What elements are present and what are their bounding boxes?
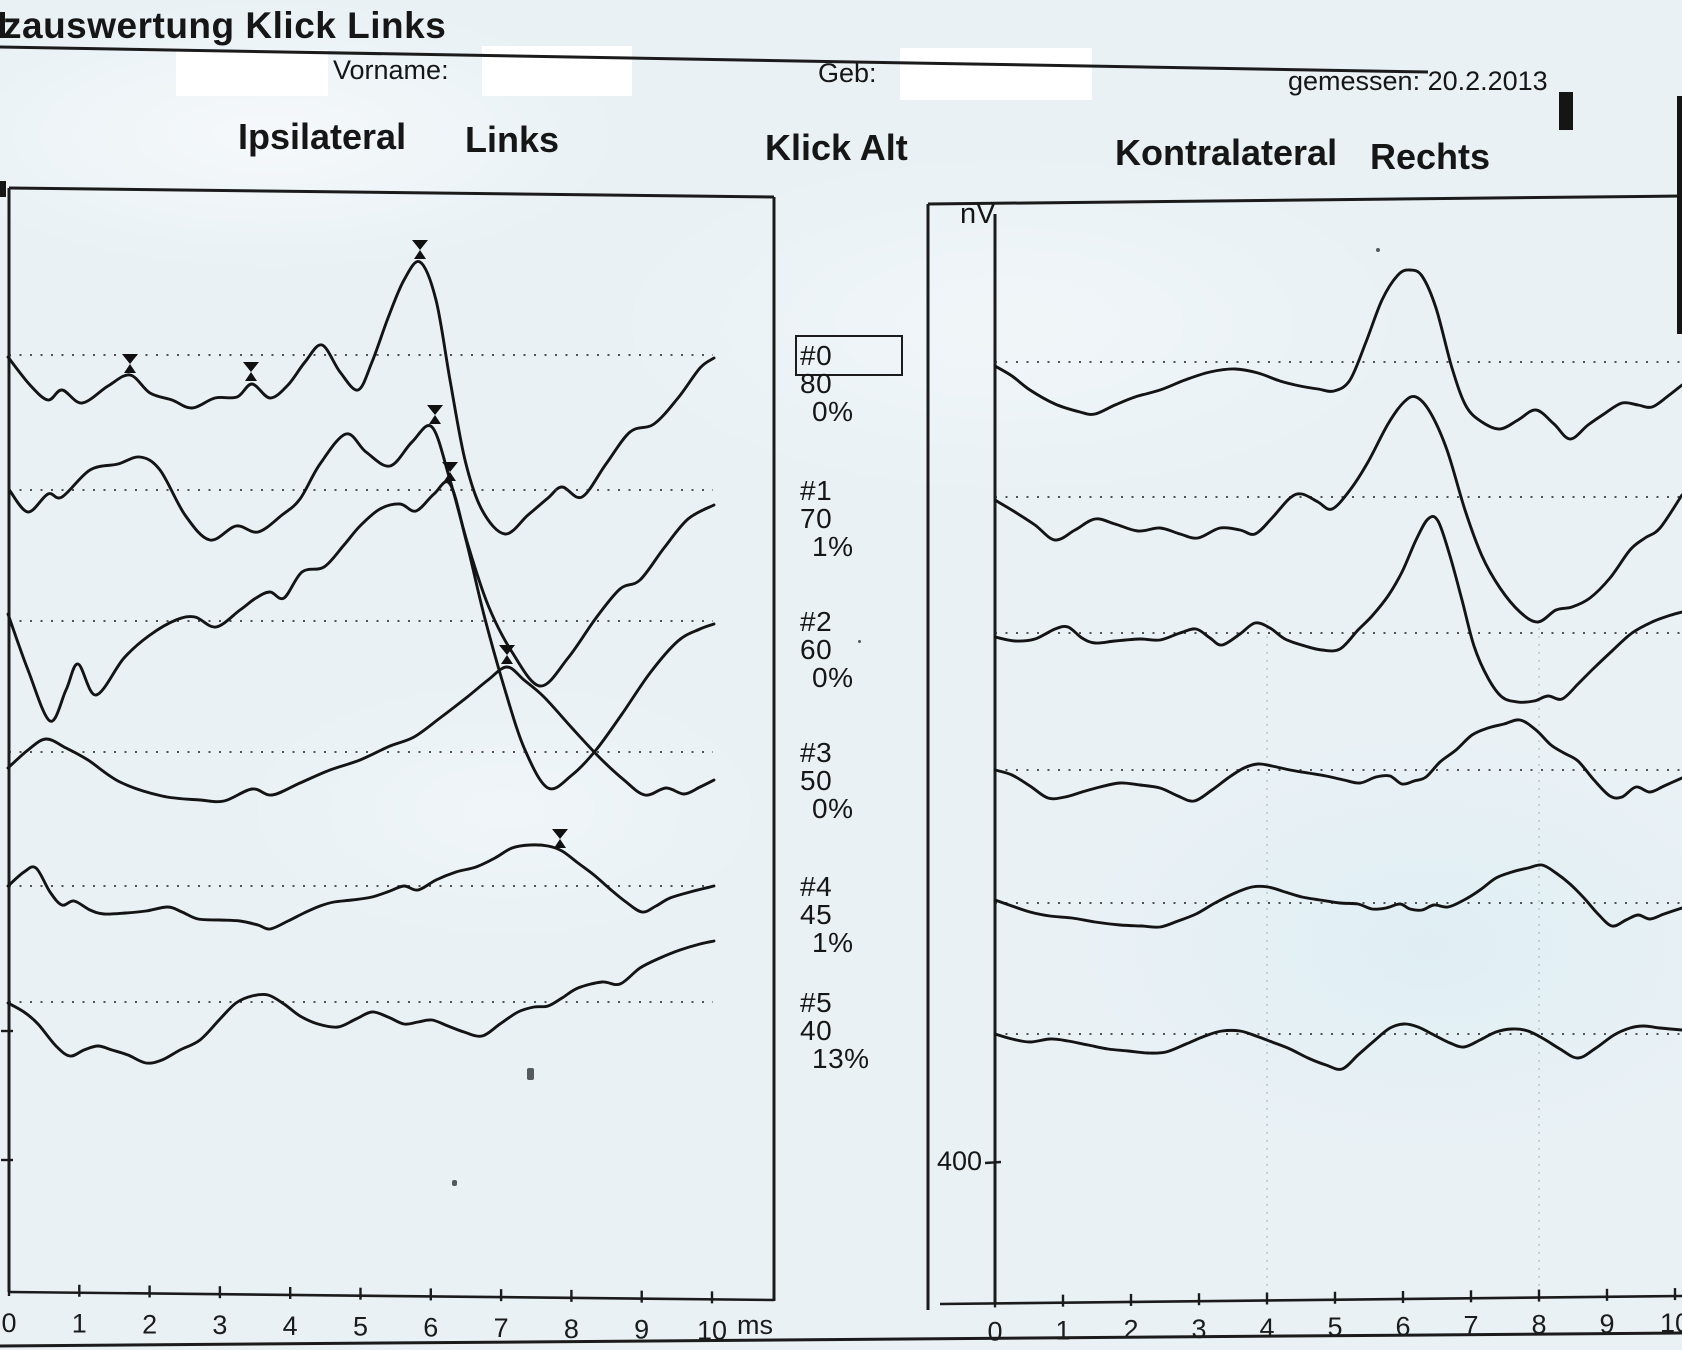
wave-v-cursor-marker-icon (552, 829, 568, 839)
wave-v-cursor-marker-icon (444, 472, 456, 481)
redacted-field-box (900, 48, 1092, 100)
stim-trace-id: #5 (800, 987, 833, 1018)
y-axis-scale-label: 400 (936, 1146, 982, 1176)
x-axis-line (8, 1290, 775, 1302)
stim-level-db: 50 (800, 765, 833, 796)
x-tick-label: 1 (72, 1309, 87, 1339)
ruled-line (0, 1331, 1682, 1348)
stim-level-db: 70 (800, 503, 833, 534)
redacted-field-box (176, 50, 328, 96)
wave-v-cursor-marker-icon (243, 362, 259, 372)
scan-speck-artifact (858, 640, 861, 643)
wave-v-cursor-marker-icon (427, 405, 443, 415)
x-tick-label: 5 (1327, 1312, 1342, 1342)
wave-v-cursor-marker-icon (429, 415, 441, 424)
stim-level-db: 80 (800, 368, 833, 399)
waveform-trace-5 (6, 939, 716, 1065)
x-tick-label: 4 (1259, 1313, 1274, 1343)
scan-edge-artifact (0, 12, 5, 38)
stim-trace-id: #3 (800, 737, 833, 768)
stim-artefact-pct: 1% (812, 927, 854, 958)
x-tick-label: 8 (564, 1314, 579, 1344)
waveform-trace-0 (6, 260, 716, 536)
stim-artefact-pct: 1% (812, 531, 854, 562)
x-axis-unit-label: ms (737, 1310, 773, 1340)
page-title: zauswertung Klick Links (3, 5, 447, 46)
waveform-trace-1 (993, 394, 1682, 624)
stim-artefact-pct: 0% (812, 793, 854, 824)
stim-level-db: 45 (800, 899, 833, 930)
x-tick-label: 7 (1463, 1311, 1478, 1341)
panel-right: 0 1 2 3 4 5 6 7 8 9 10 (926, 194, 1682, 1346)
stim-trace-id: #4 (800, 871, 833, 902)
waveform-trace-2 (993, 515, 1682, 704)
scan-edge-artifact (0, 181, 6, 197)
wave-v-cursor-marker-icon (554, 839, 566, 848)
x-tick-label: 6 (1395, 1311, 1410, 1341)
waveform-trace-5 (993, 1022, 1682, 1071)
wave-v-cursor-marker-icon (245, 372, 257, 381)
panel-border (927, 194, 1682, 206)
waveform-trace-4 (993, 863, 1682, 929)
selected-trace-box (795, 335, 903, 376)
x-tick-label: 7 (494, 1313, 509, 1343)
x-tick-label: 3 (1191, 1314, 1206, 1344)
waveform-trace-0 (993, 268, 1682, 441)
x-tick-label: 3 (212, 1310, 227, 1340)
x-tick-label: 4 (283, 1311, 298, 1341)
redacted-field-box (482, 46, 632, 96)
stim-artefact-pct: 13% (812, 1043, 870, 1074)
stim-level-db: 40 (800, 1015, 833, 1046)
x-tick-label: 2 (1123, 1315, 1138, 1345)
panel-border (8, 186, 775, 199)
waveform-trace-4 (6, 843, 716, 931)
x-tick-label: 0 (1, 1308, 16, 1338)
waveform-trace-1 (8, 424, 716, 688)
scan-speck-artifact (452, 1180, 457, 1186)
wave-v-cursor-marker-icon (499, 645, 515, 655)
stim-trace-id: #1 (800, 475, 833, 506)
scan-speck-artifact (1376, 248, 1380, 252)
wave-v-cursor-marker-icon (122, 354, 138, 364)
waveform-trace-2 (6, 480, 716, 791)
x-tick-label: 6 (423, 1312, 438, 1342)
x-tick-label: 10 (1660, 1308, 1682, 1338)
wave-v-cursor-marker-icon (442, 462, 458, 472)
wave-v-cursor-marker-icon (124, 364, 136, 373)
scan-edge-artifact (1559, 92, 1573, 130)
column-header-kontralateral: Kontralateral (1115, 132, 1338, 173)
column-header-klick-alt: Klick Alt (765, 127, 908, 168)
x-tick-label: 1 (1055, 1316, 1070, 1346)
stim-artefact-pct: 0% (812, 662, 854, 693)
stim-artefact-pct: 0% (812, 396, 854, 427)
scan-speck-artifact (527, 1068, 534, 1080)
ruled-line (0, 45, 1429, 74)
scan-edge-artifact (1677, 96, 1682, 334)
x-tick-label: 5 (353, 1312, 368, 1342)
waveform-trace-3 (6, 665, 716, 804)
panel-left: 0 1 2 3 4 5 6 7 8 9 10 ms (1, 186, 776, 1345)
wave-v-cursor-marker-icon (412, 240, 428, 250)
wave-v-cursor-marker-icon (501, 655, 513, 664)
x-tick-label: 0 (987, 1316, 1002, 1346)
stim-trace-id: #0 (800, 340, 833, 371)
field-label-vorname: Vorname: (333, 55, 449, 85)
column-header-links: Links (465, 119, 560, 160)
x-tick-label: 9 (1599, 1309, 1614, 1339)
axis-tick (984, 1160, 1002, 1165)
column-header-rechts: Rechts (1370, 136, 1491, 177)
column-header-ipsilateral: Ipsilateral (238, 116, 407, 157)
x-axis-line (939, 1294, 1682, 1306)
waveform-trace-3 (993, 718, 1682, 803)
wave-v-cursor-marker-icon (414, 250, 426, 259)
x-tick-label: 8 (1531, 1310, 1546, 1340)
x-tick-label: 2 (142, 1309, 157, 1339)
stim-trace-id: #2 (800, 606, 833, 637)
x-tick-label: 9 (634, 1315, 649, 1345)
stim-level-db: 60 (800, 634, 833, 665)
